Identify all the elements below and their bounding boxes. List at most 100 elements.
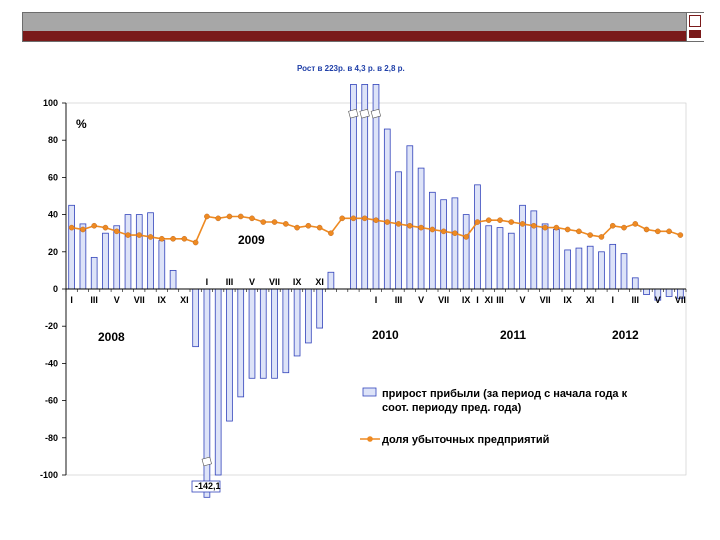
loss-share-point bbox=[305, 222, 312, 229]
profit-bar bbox=[519, 204, 526, 290]
min-value-callout-box bbox=[191, 480, 221, 493]
profit-bar bbox=[226, 288, 233, 422]
loss-share-point bbox=[531, 222, 537, 229]
legend-label-loss: доля убыточных предприятий bbox=[382, 434, 549, 446]
year-label-2010: 2010 bbox=[372, 328, 399, 342]
loss-share-point bbox=[361, 215, 368, 222]
header-corner-square-icon bbox=[689, 15, 701, 27]
x-tick-label: IX bbox=[293, 277, 302, 287]
y-tick-label: -80 bbox=[45, 433, 58, 443]
profit-bar bbox=[553, 229, 560, 290]
axis-break-mark bbox=[370, 108, 382, 119]
profit-bar bbox=[248, 288, 256, 379]
y-tick-label: -20 bbox=[45, 321, 58, 331]
y-tick-label: -40 bbox=[45, 358, 58, 368]
x-tick-label: I bbox=[375, 295, 378, 305]
y-tick-label: 20 bbox=[48, 247, 58, 257]
x-tick-label: V bbox=[418, 295, 424, 305]
min-value-callout: -142,1 bbox=[195, 481, 221, 491]
y-tick-label: 80 bbox=[48, 135, 58, 145]
loss-share-point bbox=[350, 215, 357, 222]
profit-bar bbox=[496, 227, 504, 290]
x-tick-label: I bbox=[70, 295, 73, 305]
y-tick-label: 100 bbox=[43, 98, 58, 108]
x-tick-label: III bbox=[395, 295, 403, 305]
loss-share-point bbox=[553, 224, 560, 231]
header-corner-bar-icon bbox=[689, 30, 701, 38]
loss-share-point bbox=[226, 213, 233, 220]
profit-bar bbox=[462, 214, 470, 290]
profit-bar bbox=[293, 288, 301, 357]
loss-share-point bbox=[463, 234, 469, 240]
loss-share-point bbox=[587, 232, 593, 238]
axis-break-mark bbox=[348, 108, 359, 119]
x-tick-label: VII bbox=[675, 295, 686, 305]
year-label-2011: 2011 bbox=[500, 328, 526, 342]
loss-share-point bbox=[237, 213, 244, 220]
profit-bar bbox=[609, 243, 617, 290]
loss-share-point bbox=[68, 224, 75, 231]
x-tick-label: III bbox=[90, 295, 98, 305]
profit-bar bbox=[90, 256, 98, 290]
profit-bar bbox=[203, 288, 211, 498]
loss-share-point bbox=[283, 221, 289, 227]
loss-share-point bbox=[598, 234, 605, 240]
profit-bar bbox=[530, 210, 538, 290]
loss-share-point bbox=[328, 230, 334, 236]
legend-swatch-profit bbox=[362, 387, 377, 397]
loss-share-point bbox=[508, 219, 515, 225]
profit-bar bbox=[598, 251, 605, 290]
profit-bar bbox=[383, 128, 391, 290]
y-tick-label: 60 bbox=[48, 172, 58, 182]
profit-bar bbox=[429, 191, 436, 290]
x-tick-label: XI bbox=[586, 295, 595, 305]
loss-share-point bbox=[249, 215, 255, 222]
x-tick-label: XI bbox=[180, 295, 189, 305]
profit-bar bbox=[406, 145, 414, 290]
x-tick-label: IX bbox=[462, 295, 471, 305]
profit-bar bbox=[259, 288, 267, 379]
header-red-band bbox=[23, 31, 686, 41]
profit-bar bbox=[327, 271, 335, 290]
profit-bar bbox=[158, 240, 166, 290]
profit-bar bbox=[541, 223, 549, 290]
slide-header-bar bbox=[22, 12, 704, 42]
loss-share-point bbox=[113, 228, 120, 235]
legend-label-profit-line1: прирост прибыли (за период с начала года… bbox=[382, 388, 628, 400]
loss-share-point bbox=[339, 215, 345, 222]
loss-share-point bbox=[316, 224, 323, 231]
profit-bar bbox=[147, 212, 154, 290]
y-axis-unit: % bbox=[76, 117, 87, 131]
header-gray-band bbox=[23, 13, 686, 31]
loss-share-point bbox=[395, 221, 402, 227]
profit-bar bbox=[620, 253, 628, 290]
profit-bar bbox=[643, 288, 650, 295]
year-label-2008: 2008 bbox=[98, 330, 125, 344]
x-tick-label: VII bbox=[540, 295, 551, 305]
loss-share-point bbox=[418, 224, 424, 231]
profit-bar bbox=[305, 288, 312, 344]
profit-bar bbox=[474, 184, 481, 290]
profit-bar bbox=[631, 277, 639, 290]
profit-bar bbox=[507, 232, 515, 290]
x-tick-label: VII bbox=[438, 295, 449, 305]
loss-share-point bbox=[159, 235, 165, 242]
chart-title: Рост в 223р. в 4,3 р. в 2,8 р. bbox=[297, 64, 405, 73]
loss-share-point bbox=[384, 219, 391, 225]
loss-share-point bbox=[136, 232, 143, 238]
profit-bar bbox=[135, 214, 143, 290]
loss-share-point bbox=[373, 217, 379, 223]
loss-share-point bbox=[677, 232, 684, 238]
profit-bar bbox=[102, 232, 109, 290]
year-label-2009: 2009 bbox=[238, 233, 265, 247]
x-tick-label: VII bbox=[134, 295, 145, 305]
loss-share-point bbox=[80, 226, 86, 233]
profit-bar bbox=[79, 223, 87, 290]
loss-share-point bbox=[564, 226, 571, 233]
loss-share-point bbox=[260, 219, 267, 225]
x-tick-label: I bbox=[206, 277, 209, 287]
loss-share-point bbox=[666, 228, 672, 235]
profit-bar bbox=[451, 197, 459, 290]
x-tick-label: V bbox=[249, 277, 255, 287]
